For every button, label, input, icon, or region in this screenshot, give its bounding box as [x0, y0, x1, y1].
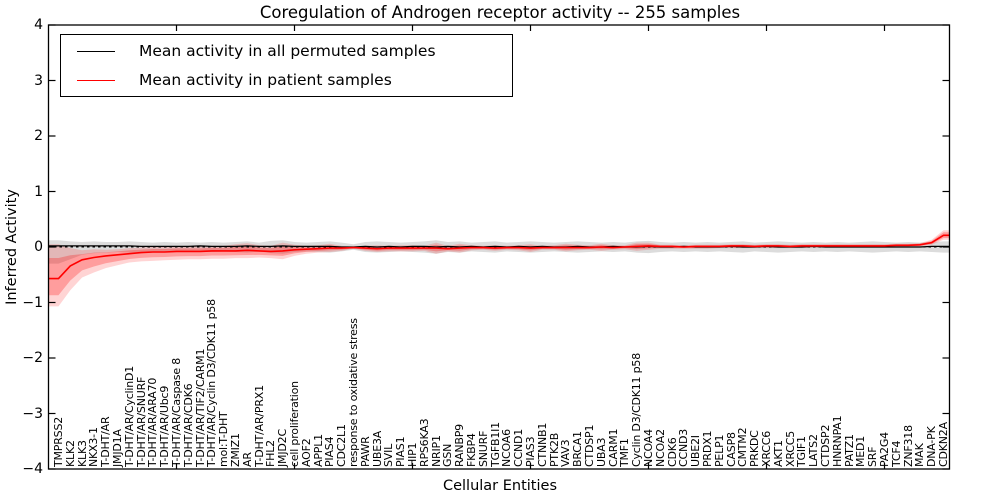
- x-tick-label: MAK: [913, 443, 927, 467]
- x-tick-label: ZNF318: [901, 425, 915, 467]
- x-tick-label: PIAS3: [524, 436, 537, 467]
- x-tick-label: BRCA1: [571, 431, 585, 467]
- x-tick-label: TGIF1: [795, 436, 809, 467]
- y-tick-label: −1: [22, 294, 43, 311]
- x-tick-label: UBE3A: [370, 430, 384, 467]
- x-tick-label: CMTM2: [736, 427, 750, 467]
- x-tick-label: CDKN2A: [937, 422, 950, 467]
- x-tick-label: PAWR: [358, 436, 372, 467]
- x-tick-label: cell proliferation: [288, 381, 301, 467]
- x-tick-label: Cyclin D3/CDK11 p58: [630, 352, 644, 467]
- x-tick-label: NRIP1: [429, 435, 443, 467]
- x-tick-label: PRDX1: [701, 430, 714, 467]
- x-tick-label: T-DHT/AR/Cyclin D3/CDK11 p58: [205, 299, 219, 467]
- x-tick-label: mol:T-DHT: [217, 411, 231, 467]
- x-tick-label: CCND3: [677, 428, 691, 467]
- x-tick-label: HIP1: [406, 442, 419, 467]
- x-tick-label: UBE2I: [689, 435, 703, 467]
- x-tick-label: CARM1: [606, 428, 620, 467]
- x-tick-label: NCOA2: [653, 429, 667, 467]
- x-tick-label: APPL1: [311, 434, 325, 467]
- x-tick-label: T-DHT/AR/CyclinD1: [122, 365, 136, 467]
- x-tick-label: PIAS1: [394, 436, 408, 467]
- legend: Mean activity in all permuted samples Me…: [60, 34, 513, 97]
- x-tick-label: KLK2: [63, 440, 77, 467]
- x-tick-label: PELP1: [712, 434, 726, 467]
- x-tick-label: MED1: [854, 435, 868, 467]
- legend-label: Mean activity in patient samples: [139, 71, 392, 89]
- x-tick-label: NCOA4: [642, 429, 655, 467]
- x-tick-label: T-DHT/AR/Caspase 8: [170, 358, 183, 467]
- legend-label: Mean activity in all permuted samples: [139, 42, 436, 60]
- y-tick-label: 3: [34, 72, 43, 89]
- x-tick-label: CTNNB1: [535, 422, 549, 467]
- x-tick-label: RPS6KA3: [417, 418, 431, 467]
- x-tick-label: HNRNPA1: [830, 415, 844, 467]
- x-tick-label: PATZ1: [842, 434, 856, 467]
- x-tick-label: SVIL: [382, 443, 396, 467]
- x-tick-label: TGFB1I1: [488, 422, 502, 467]
- x-tick-label: T-DHT/AR/PRX1: [252, 385, 266, 467]
- x-tick-label: TMF1: [618, 438, 632, 467]
- x-tick-label: JMJD1A: [111, 429, 124, 467]
- x-tick-label: T-DHT/AR/ARA70: [146, 377, 160, 467]
- x-tick-label: CASP8: [724, 432, 738, 467]
- x-tick-label: FKBP4: [465, 433, 478, 467]
- x-tick-label: AR: [240, 452, 254, 467]
- x-tick-label: CDK6: [665, 437, 679, 467]
- y-tick-label: 0: [34, 239, 43, 255]
- x-tick-label: T-DHT/AR/SNURF: [134, 376, 148, 467]
- x-tick-label: XRCC6: [760, 431, 773, 467]
- x-tick-label: VAV3: [559, 439, 573, 467]
- x-tick-label: SNURF: [476, 430, 490, 467]
- x-tick-label: AOF2: [299, 438, 313, 467]
- x-tick-label: T-DHT/AR/TIF2/CARM1: [193, 348, 207, 467]
- x-tick-label: XRCC5: [783, 431, 797, 467]
- y-tick-label: −3: [22, 405, 43, 422]
- x-tick-label: PIAS4: [323, 436, 337, 467]
- x-tick-label: FHL2: [264, 440, 278, 467]
- x-tick-label: PA2G4: [878, 432, 891, 467]
- x-tick-label: CDC2L1: [335, 424, 349, 467]
- x-tick-label: KLK3: [75, 440, 89, 467]
- legend-item-patient: Mean activity in patient samples: [77, 67, 512, 93]
- y-tick-label: −2: [22, 350, 43, 366]
- x-tick-label: PRKDC: [748, 430, 762, 467]
- x-tick-label: T-DHT/AR/CDK6: [181, 383, 195, 467]
- chart-title: Coregulation of Androgen receptor activi…: [259, 3, 741, 22]
- x-tick-label: UBA3: [594, 437, 608, 467]
- x-tick-label: TCF4: [889, 440, 903, 467]
- x-axis-label: Cellular Entities: [442, 478, 558, 494]
- x-tick-label: T-DHT/AR/Ubc9: [158, 385, 172, 467]
- y-tick-label: 1: [34, 183, 43, 200]
- x-tick-label: AKT1: [771, 440, 785, 467]
- x-tick-label: CTDSP2: [819, 424, 832, 467]
- x-tick-label: T-DHT/AR: [99, 416, 113, 467]
- x-tick-label: TMPRSS2: [52, 416, 65, 467]
- x-tick-label: NKX3-1: [87, 427, 101, 467]
- black-line-icon: [77, 50, 115, 52]
- x-tick-label: CCND1: [512, 428, 526, 467]
- red-line-icon: [77, 79, 115, 81]
- legend-item-permuted: Mean activity in all permuted samples: [77, 38, 512, 64]
- x-tick-label: LATS2: [807, 434, 821, 467]
- x-tick-label: GSN: [441, 443, 455, 467]
- x-tick-label: response to oxidative stress: [347, 318, 360, 467]
- y-tick-label: 4: [34, 17, 43, 33]
- y-tick-label: 2: [34, 128, 43, 144]
- x-tick-label: SRF: [866, 446, 880, 467]
- x-tick-label: NCOA6: [500, 429, 514, 467]
- x-tick-label: JMJD2C: [276, 429, 290, 467]
- x-tick-label: PTK2B: [547, 432, 561, 467]
- x-tick-label: CTDSP1: [583, 424, 596, 467]
- y-tick-label: −4: [22, 461, 43, 477]
- x-tick-label: RANBP9: [453, 424, 467, 467]
- x-tick-label: ZMIZ1: [229, 433, 242, 467]
- x-tick-label: DNA-PK: [925, 426, 939, 467]
